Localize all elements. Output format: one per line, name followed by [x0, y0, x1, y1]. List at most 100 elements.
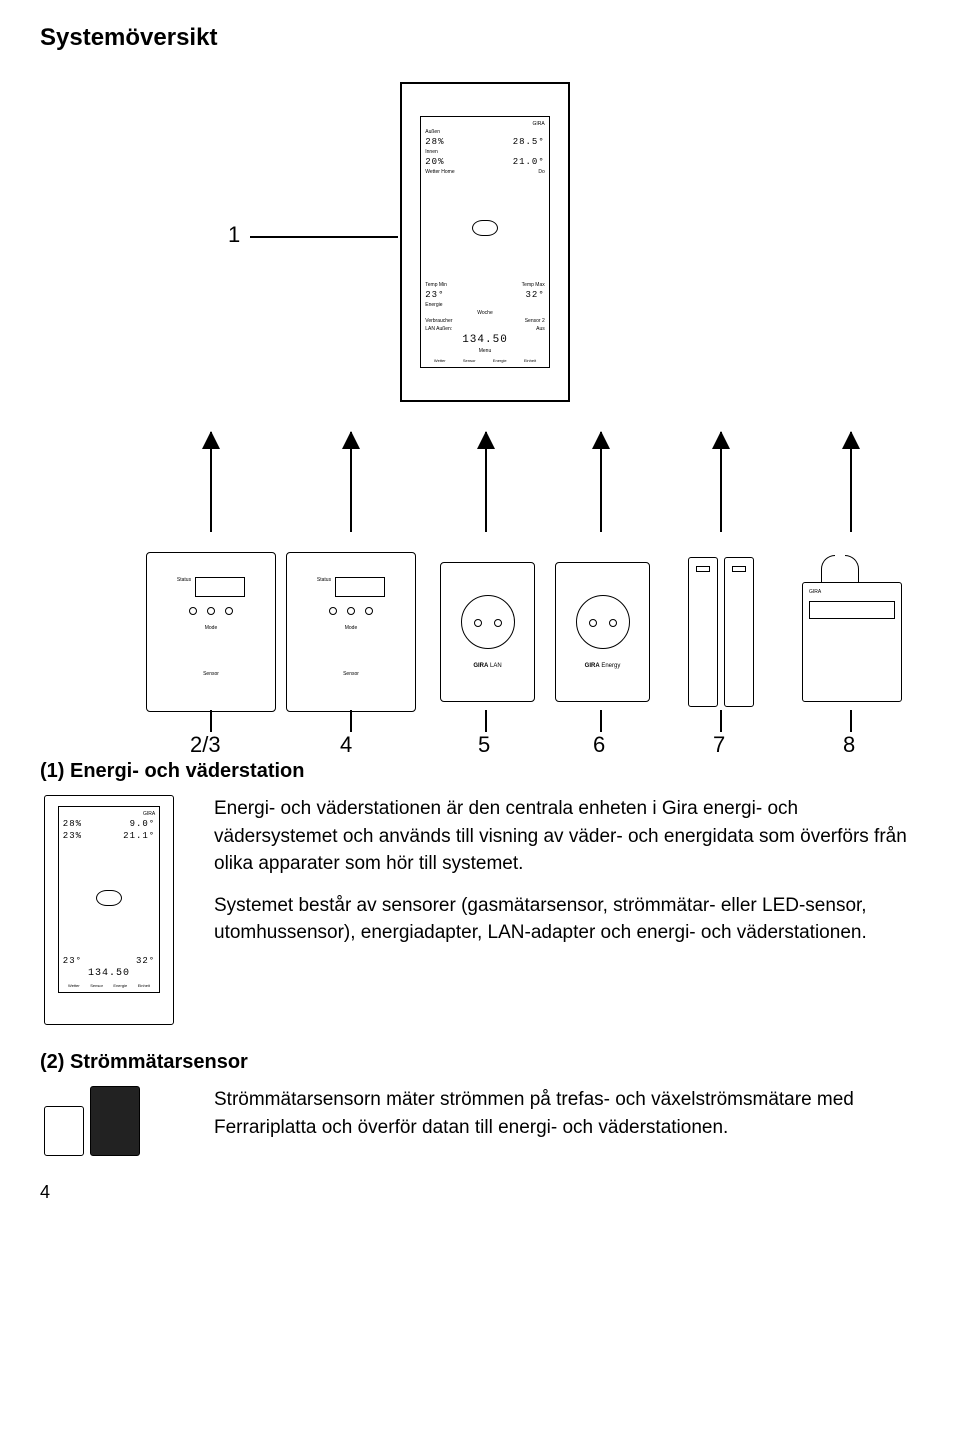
aussen-humidity: 28% [425, 137, 444, 147]
aussen-label: Außen [425, 129, 544, 135]
section-1-para-1: Energi- och väderstationen är den centra… [214, 795, 920, 878]
thumb-aussen-temp: 9.0° [130, 819, 156, 829]
section-2-thumb [44, 1086, 190, 1156]
btn-sensor: Sensor [90, 983, 103, 988]
leader-line-1 [250, 236, 398, 238]
led-dot [189, 607, 197, 615]
num-2-3: 2/3 [190, 732, 221, 758]
btn-einheit: Einheit [138, 983, 150, 988]
digit-window [195, 577, 245, 597]
tick-2 [350, 710, 352, 732]
section-2-para-1: Strömmätarsensorn mäter strömmen på tref… [214, 1086, 920, 1141]
num-7: 7 [713, 732, 725, 758]
temp-max: 32° [526, 290, 545, 300]
arrow-1 [210, 432, 212, 532]
num-6: 6 [593, 732, 605, 758]
sensor-number: Sensor 2 [525, 318, 545, 324]
section-1-thumb: GIRA 28% 9.0° 23% 21.1° 23° 32° 134.50 Wett… [44, 795, 174, 1025]
section-2: Strömmätarsensorn mäter strömmen på tref… [40, 1086, 920, 1156]
temp-min: 23° [425, 290, 444, 300]
thumb-aussen-hum: 28% [63, 819, 82, 829]
btn-einheit: Einheit [524, 358, 536, 363]
led-dot [347, 607, 355, 615]
num-4: 4 [340, 732, 352, 758]
big-reading: 134.50 [425, 334, 544, 346]
wetter-home-label: Wetter Home [425, 169, 454, 175]
energie-label: Energie [425, 302, 544, 308]
arrow-3 [485, 432, 487, 532]
lan-aussen-label: LAN Außen: [425, 326, 452, 332]
page-number: 4 [40, 1182, 920, 1203]
btn-sensor: Sensor [463, 358, 476, 363]
tick-3 [485, 710, 487, 732]
thumb-brand: GIRA [63, 811, 155, 817]
innen-temp: 21.0° [513, 157, 545, 167]
status-label: Status [177, 577, 191, 597]
sock-type: LAN [490, 663, 502, 669]
innen-humidity: 20% [425, 157, 444, 167]
led-dot [365, 607, 373, 615]
thumb-innen-temp: 21.1° [123, 831, 155, 841]
system-diagram: 1 GIRA Außen 28% 28.5° Innen 20% 21.0° W… [40, 72, 920, 752]
main-unit-lcd: GIRA Außen 28% 28.5° Innen 20% 21.0° Wet… [420, 116, 549, 369]
section-1-para-2: Systemet består av sensorer (gasmätarsen… [214, 892, 920, 947]
device-socket-energy: GIRA Energy [555, 562, 650, 702]
section-1-heading: (1) Energi- och väderstation [40, 760, 920, 783]
arrows [40, 432, 920, 552]
arrow-2 [350, 432, 352, 532]
device-sensor-b: Status Mode Sensor [286, 552, 416, 712]
lan-aussen-state: Aus [536, 326, 545, 332]
tick-1 [210, 710, 212, 732]
btn-energie: Energie [493, 358, 507, 363]
section-2-heading: (2) Strömmätarsensor [40, 1051, 920, 1074]
devices-row: Status Mode Sensor Status Mode Sensor GI… [40, 552, 920, 722]
innen-label: Innen [425, 149, 544, 155]
thumb-temp-min: 23° [63, 956, 82, 966]
tick-5 [720, 710, 722, 732]
num-5: 5 [478, 732, 490, 758]
sensor-unit-icon [90, 1086, 140, 1156]
thumb-big-reading: 134.50 [63, 968, 155, 979]
device-remote-b [724, 557, 754, 707]
verbraucher-label: Verbraucher [425, 318, 452, 324]
btn-wetter: Wetter [68, 983, 80, 988]
digit-window [335, 577, 385, 597]
euro-socket-icon [461, 595, 515, 649]
module-label-plate [809, 601, 895, 619]
temp-min-label: Temp Min [425, 282, 447, 288]
sock-brand: GIRA [585, 663, 600, 669]
thumb-temp-max: 32° [136, 956, 155, 966]
section-1: GIRA 28% 9.0° 23% 21.1° 23° 32° 134.50 Wett… [40, 795, 920, 1025]
arrow-4 [600, 432, 602, 532]
led-dot [329, 607, 337, 615]
main-unit: GIRA Außen 28% 28.5° Innen 20% 21.0° Wet… [400, 82, 570, 402]
weather-icon [472, 220, 498, 236]
status-label: Status [317, 577, 331, 597]
device-sensor-a: Status Mode Sensor [146, 552, 276, 712]
weather-icon [96, 890, 122, 906]
num-8: 8 [843, 732, 855, 758]
mode-label: Mode [205, 625, 218, 631]
module-brand: GIRA [809, 589, 895, 595]
slot [732, 566, 746, 572]
temp-max-label: Temp Max [522, 282, 545, 288]
slot [696, 566, 710, 572]
sensor-caption: Sensor [343, 671, 359, 677]
aussen-temp: 28.5° [513, 137, 545, 147]
callout-1: 1 [228, 222, 240, 248]
led-dot [225, 607, 233, 615]
tick-6 [850, 710, 852, 732]
page-title: Systemöversikt [40, 24, 920, 52]
arrow-6 [850, 432, 852, 532]
device-module-box: GIRA [802, 582, 902, 702]
tick-4 [600, 710, 602, 732]
wires-icon [821, 555, 859, 583]
mode-label: Mode [345, 625, 358, 631]
led-dot [207, 607, 215, 615]
sensor-base-icon [44, 1106, 84, 1156]
thumb-innen-hum: 23% [63, 831, 82, 841]
sock-type: Energy [601, 663, 620, 669]
brand-label: GIRA [425, 121, 544, 127]
btn-wetter: Wetter [434, 358, 446, 363]
euro-socket-icon [576, 595, 630, 649]
